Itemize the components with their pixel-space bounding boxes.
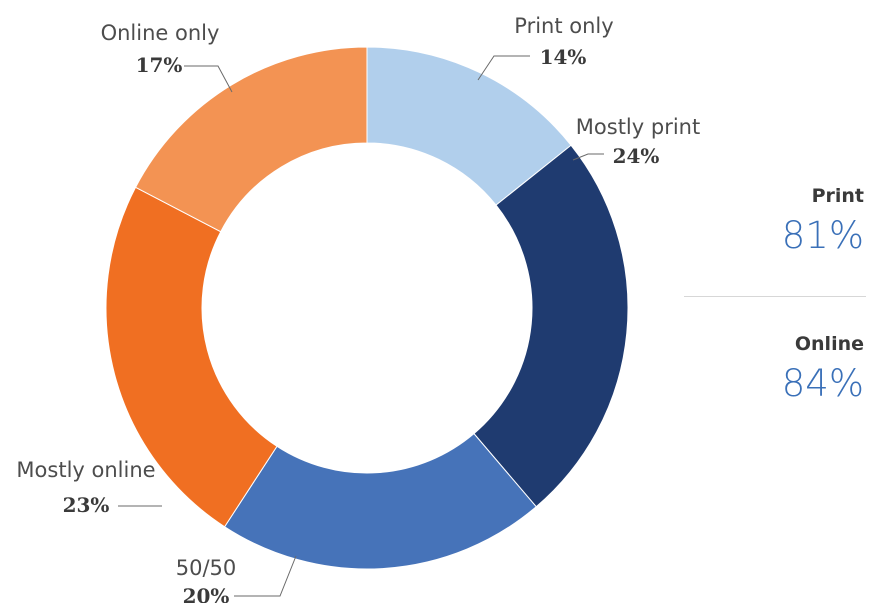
summary-online-label: Online bbox=[794, 333, 864, 355]
slice-online-only bbox=[134, 46, 368, 233]
slice-label-50-50: 50/50 bbox=[176, 556, 237, 580]
slices-layer bbox=[105, 46, 629, 570]
summary-print: Print 81% bbox=[782, 184, 864, 260]
summary-print-label: Print bbox=[811, 185, 864, 207]
slice-mostly-print bbox=[473, 144, 629, 508]
summary-divider bbox=[684, 296, 866, 297]
slice-value-mostly-print: 24% bbox=[613, 144, 660, 168]
leader-line-online-only bbox=[184, 65, 233, 93]
slice-value-print-only: 14% bbox=[540, 45, 587, 69]
summary-print-value: 81% bbox=[781, 214, 864, 257]
slice-mostly-online bbox=[105, 186, 278, 528]
slice-value-50-50: 20% bbox=[183, 584, 230, 603]
slice-label-print-only: Print only bbox=[514, 14, 613, 38]
summary-online: Online 84% bbox=[782, 332, 864, 408]
slice-label-mostly-print: Mostly print bbox=[576, 115, 700, 139]
leader-line-print-only bbox=[477, 55, 530, 81]
leader-lines bbox=[118, 55, 604, 597]
leader-line-mostly-print bbox=[572, 153, 604, 161]
slice-label-mostly-online: Mostly online bbox=[16, 458, 155, 482]
slice-50-50 bbox=[223, 432, 537, 570]
slice-labels: Print only 14% Mostly print 24% 50/50 20… bbox=[16, 14, 700, 603]
summary-online-value: 84% bbox=[781, 362, 864, 405]
slice-value-online-only: 17% bbox=[136, 53, 183, 77]
slice-label-online-only: Online only bbox=[101, 21, 220, 45]
leader-line-50-50 bbox=[234, 555, 297, 597]
slice-value-mostly-online: 23% bbox=[63, 493, 110, 517]
